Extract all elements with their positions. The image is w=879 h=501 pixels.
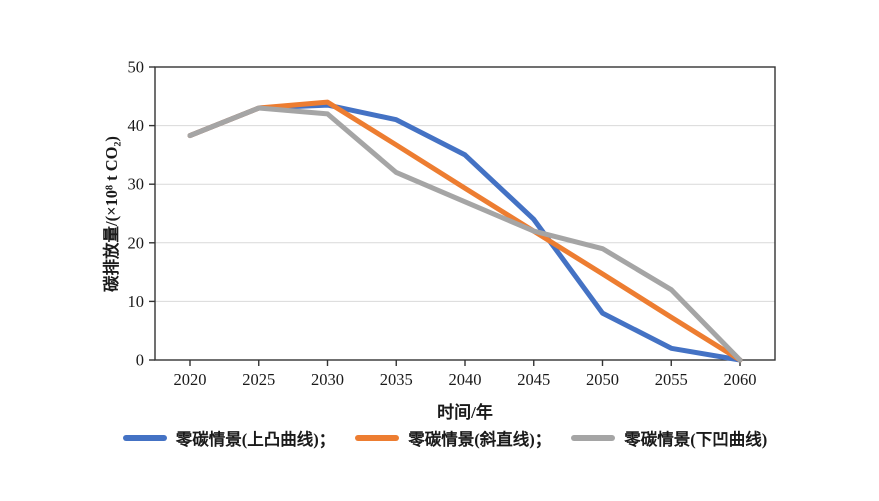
legend-swatch-blue-line-icon <box>122 435 167 441</box>
x-tick-label: 2060 <box>724 370 757 389</box>
x-tick-label: 2045 <box>517 370 550 389</box>
y-axis-title: 碳排放量/(×10⁸ t CO₂) <box>102 136 121 292</box>
y-tick-label: 40 <box>128 116 145 135</box>
legend-swatch-orange-line-icon <box>355 435 400 441</box>
x-tick-label: 2020 <box>174 370 207 389</box>
legend-label: 零碳情景(斜直线)； <box>408 430 552 449</box>
legend-item: 零碳情景(上凸曲线)； <box>122 426 336 450</box>
x-tick-label: 2030 <box>311 370 344 389</box>
series-line-2 <box>187 105 743 363</box>
x-axis-title: 时间/年 <box>437 403 493 422</box>
series-line-1 <box>187 99 743 363</box>
x-tick-label: 2025 <box>242 370 275 389</box>
legend-swatch-gray-line-icon <box>571 435 616 441</box>
legend-item: 零碳情景(斜直线)； <box>355 426 551 450</box>
y-tick-label: 10 <box>128 292 145 311</box>
legend-item: 零碳情景(下凹曲线) <box>571 426 767 450</box>
y-tick-label: 0 <box>136 351 144 370</box>
x-tick-label: 2050 <box>586 370 619 389</box>
y-tick-label: 20 <box>128 233 145 252</box>
x-tick-label: 2040 <box>449 370 482 389</box>
y-tick-label: 30 <box>128 175 145 194</box>
x-tick-label: 2035 <box>380 370 413 389</box>
legend-label: 零碳情景(下凹曲线) <box>624 430 768 449</box>
legend-label: 零碳情景(上凸曲线)； <box>175 430 336 449</box>
chart-legend: 零碳情景(上凸曲线)； 零碳情景(斜直线)； 零碳情景(下凹曲线) <box>95 426 795 450</box>
x-tick-label: 2055 <box>655 370 688 389</box>
y-tick-label: 50 <box>128 58 145 77</box>
series-line-0 <box>187 102 743 363</box>
